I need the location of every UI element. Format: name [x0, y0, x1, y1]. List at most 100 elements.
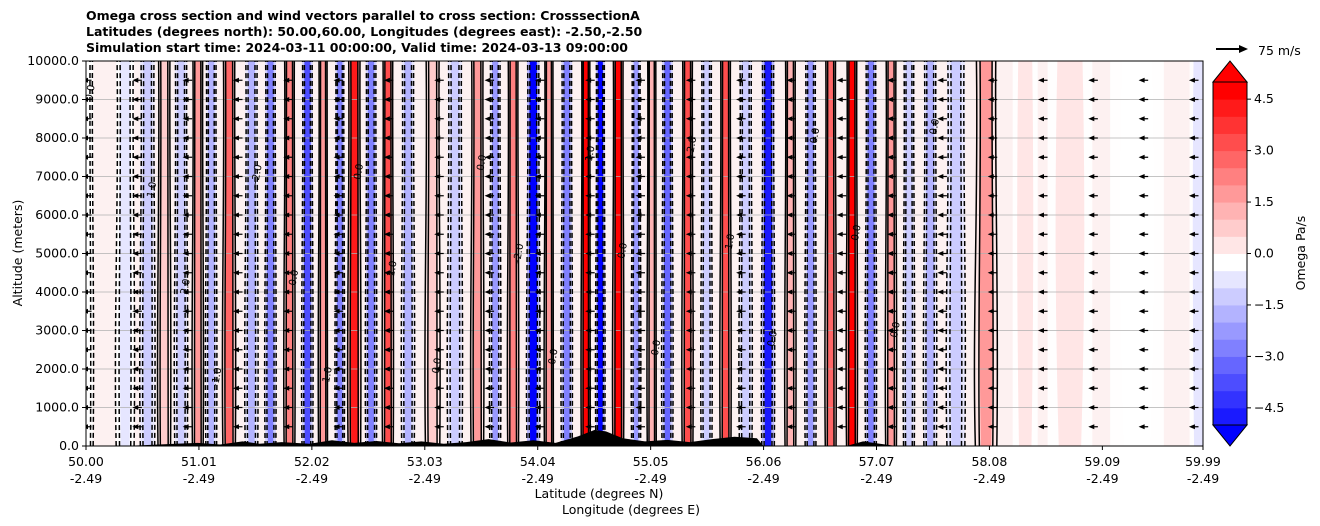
wind-vector-head [836, 289, 843, 295]
omega-contour-line [803, 61, 817, 446]
wind-vector-head [786, 347, 793, 353]
wind-vector-head [434, 231, 441, 237]
wind-vector-head [534, 135, 541, 141]
contour-label: 0.0 [850, 224, 864, 242]
wind-vector-head [232, 405, 239, 410]
wind-vector-head [887, 77, 894, 83]
wind-vector-head [1188, 405, 1195, 410]
wind-vector-head [585, 405, 592, 410]
wind-vector-head [987, 116, 994, 122]
y-tick-label: 7000.0 [35, 169, 79, 184]
wind-vector-head [333, 366, 340, 372]
wind-vector-head [283, 97, 290, 102]
wind-vector-head [1037, 231, 1044, 237]
wind-vector-head [434, 97, 441, 102]
wind-vector-head [333, 154, 340, 160]
wind-vector-head [1037, 135, 1044, 141]
omega-contour-line [663, 61, 672, 446]
x-tick-label-lat: 57.07 [859, 454, 895, 469]
wind-vector-head [736, 77, 743, 83]
wind-vector-head [232, 328, 239, 333]
wind-vector-head [786, 116, 793, 122]
wind-vector-head [484, 270, 491, 276]
omega-contour-line [949, 61, 963, 446]
x-tick-label-lat: 51.01 [181, 454, 217, 469]
wind-vector-head [534, 328, 541, 333]
y-tick-label: 4000.0 [35, 284, 79, 299]
colorbar-tick-label: 3.0 [1254, 143, 1274, 158]
wind-vector-head [534, 405, 541, 410]
wind-vector-head [283, 77, 290, 83]
wind-vector-head [887, 405, 894, 410]
wind-vector-head [685, 77, 692, 83]
omega-contour-line [866, 61, 876, 446]
wind-vector-head [434, 154, 441, 160]
wind-vector-head [86, 270, 88, 276]
omega-contour-line [191, 61, 205, 446]
colorbar-level [1213, 322, 1247, 340]
wind-vector-head [333, 231, 340, 237]
wind-vector-head [434, 424, 441, 430]
wind-vector-head [182, 77, 189, 83]
wind-vector-head [836, 366, 843, 372]
omega-contour-line [978, 61, 994, 446]
omega-contour-line [824, 61, 838, 446]
wind-vector-head [937, 77, 944, 83]
y-tick-label: 10000.0 [27, 53, 79, 68]
wind-vector-head [333, 135, 340, 141]
wind-vector-head [736, 308, 743, 314]
wind-vector-head [283, 366, 290, 372]
wind-vector-head [685, 270, 692, 276]
wind-vector-head [585, 174, 592, 179]
wind-vector-head [1037, 424, 1044, 430]
wind-vector-head [1088, 347, 1095, 353]
contour-label: 0.0 [547, 348, 561, 366]
wind-vector-head [585, 270, 592, 276]
chart-title-line-1: Omega cross section and wind vectors par… [86, 8, 640, 23]
omega-contour-line [508, 61, 518, 446]
wind-vector-head [1138, 97, 1145, 102]
wind-vector-head [887, 308, 894, 314]
wind-vector-head [232, 97, 239, 102]
wind-vector-head [987, 328, 994, 333]
wind-vector-head [333, 270, 340, 276]
wind-vector-head [1188, 270, 1195, 276]
wind-vector-head [987, 366, 994, 372]
wind-vector-head [333, 424, 340, 430]
wind-vector-head [685, 308, 692, 314]
wind-vector-head [1088, 405, 1095, 410]
wind-vector-head [182, 174, 189, 179]
omega-contour-line [91, 61, 95, 446]
wind-vector-head [786, 231, 793, 237]
wind-vector-head [987, 212, 994, 218]
wind-vector-head [434, 251, 441, 256]
wind-vector-head [534, 231, 541, 237]
omega-contour-line [334, 61, 346, 446]
wind-vector-head [836, 174, 843, 179]
wind-reference-arrow-icon [1216, 45, 1248, 53]
wind-vector-head [333, 116, 340, 122]
colorbar-tick-label: 0.0 [1254, 246, 1274, 261]
wind-vector-head [685, 97, 692, 102]
omega-contour-line [886, 61, 896, 446]
wind-vector-head [1037, 270, 1044, 276]
wind-vector-head [987, 347, 994, 353]
wind-vector-head [132, 154, 139, 160]
wind-vector-head [736, 424, 743, 430]
wind-vector-head [937, 328, 944, 333]
wind-vector-head [1037, 193, 1044, 199]
wind-vector-head [836, 116, 843, 122]
wind-vector-head [987, 154, 994, 160]
y-tick-label: 8000.0 [35, 130, 79, 145]
wind-vector-head [182, 270, 189, 276]
x-tick-label-lon: -2.49 [973, 471, 1005, 486]
wind-vector-head [736, 366, 743, 372]
wind-vector-head [182, 308, 189, 314]
wind-vector-head [232, 154, 239, 160]
wind-vector-head [283, 270, 290, 276]
omega-contour-line [206, 61, 216, 446]
omega-contour-line [159, 61, 170, 446]
wind-vector-head [484, 135, 491, 141]
wind-vector-head [484, 193, 491, 199]
